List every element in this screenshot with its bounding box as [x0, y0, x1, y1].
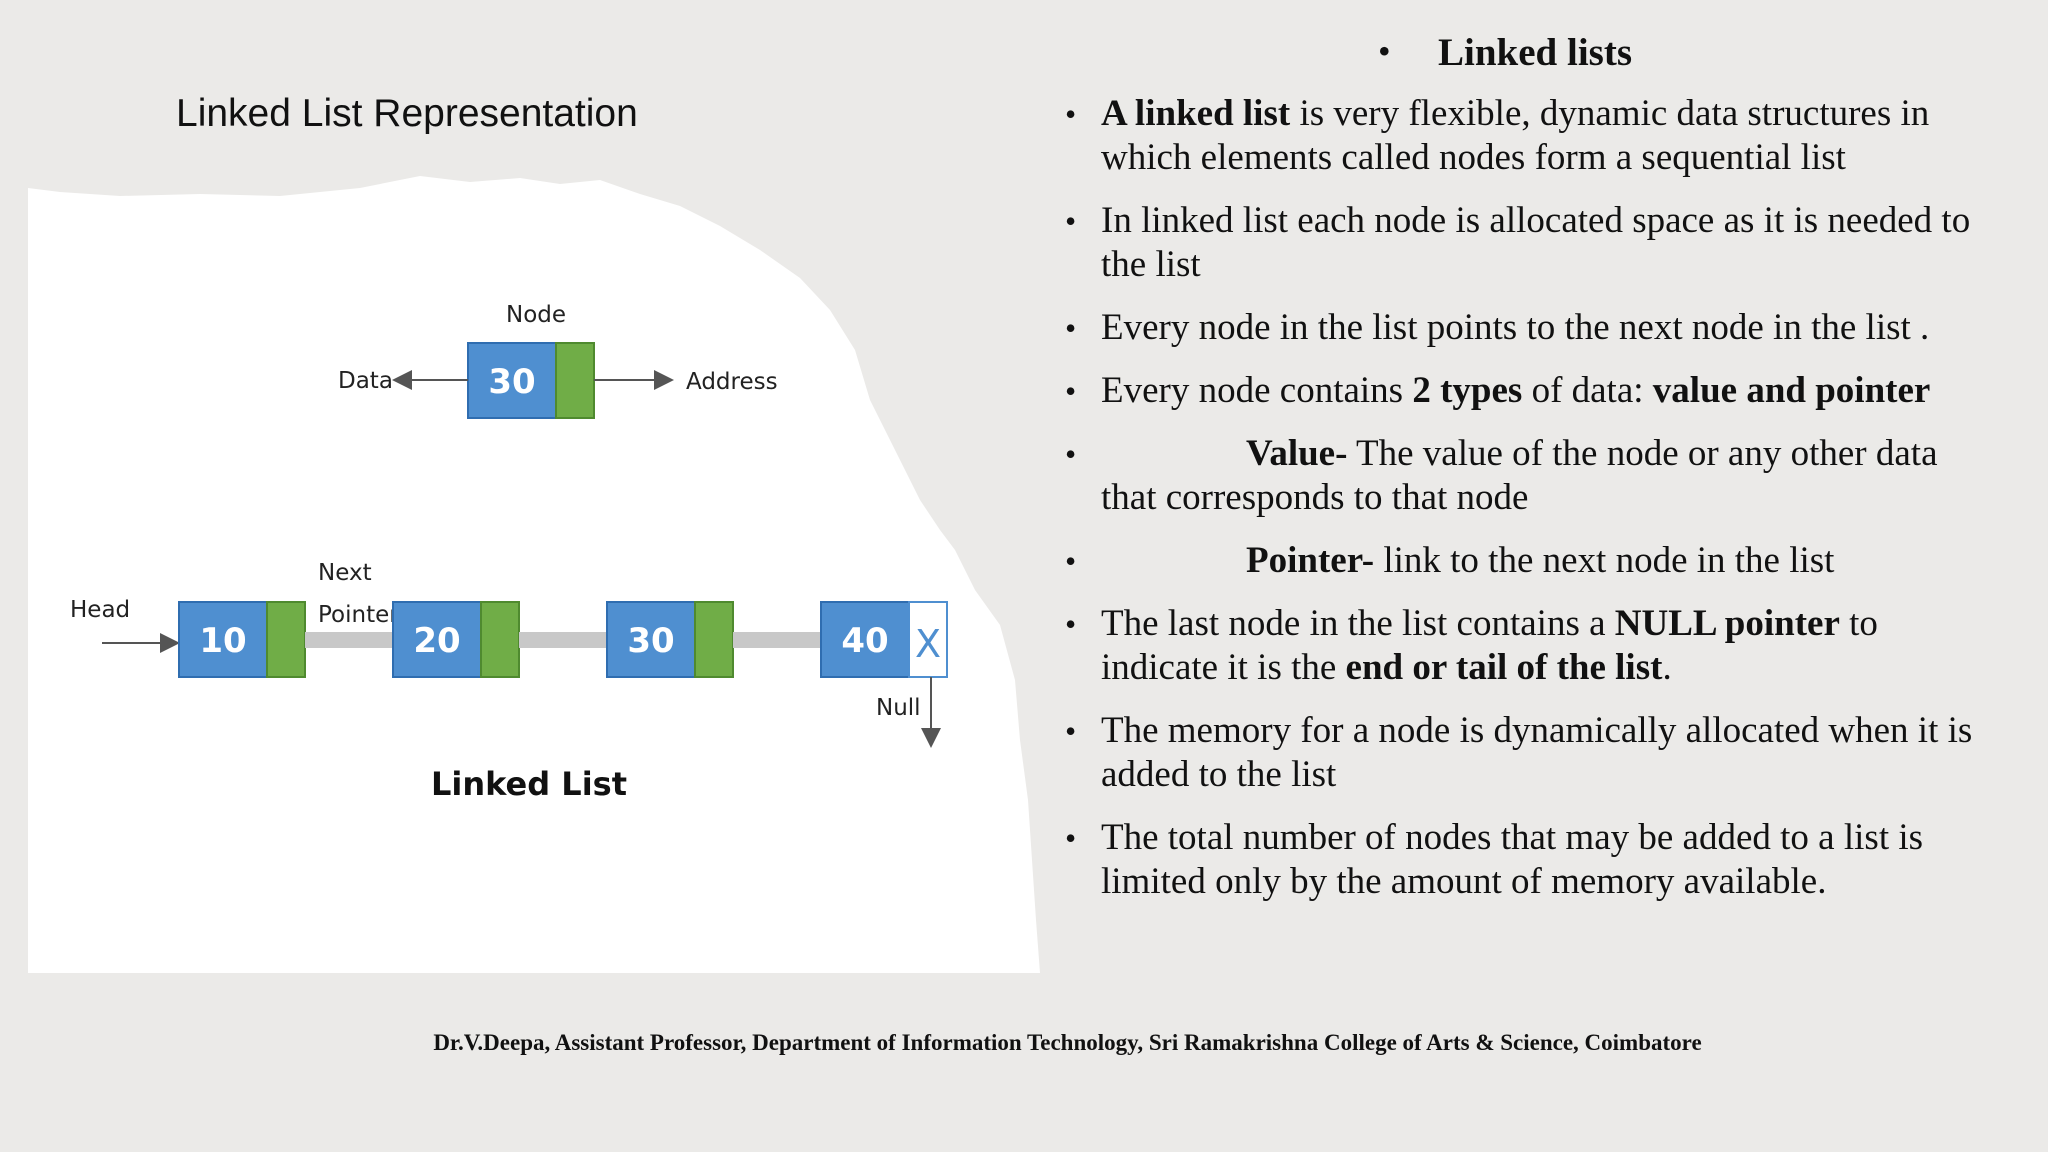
list-node-2-pointer-box — [480, 601, 520, 678]
next-arrow-3 — [733, 624, 834, 656]
torn-paper-background — [28, 176, 1040, 973]
next-arrow-1 — [305, 624, 406, 656]
null-label: Null — [876, 695, 921, 721]
bullet-icon: • — [1065, 606, 1077, 642]
bullet-item: • Every node in the list points to the ne… — [1065, 307, 1930, 348]
bullet-item: • Value- The value of the node or any oth… — [1065, 433, 1938, 518]
node-pointer-box — [555, 342, 595, 419]
bullet-item: • A linked list is very flexible, dynamic… — [1065, 93, 1930, 178]
node-label: Node — [506, 302, 566, 328]
bullet-item: • The memory for a node is dynamically al… — [1065, 710, 1973, 795]
bullet-item: • The last node in the list contains a NU… — [1065, 603, 1878, 688]
list-node-2-value-box — [392, 601, 482, 678]
list-node-3-value-box — [606, 601, 696, 678]
bullet-item: • Pointer- link to the next node in the l… — [1065, 540, 1835, 581]
diagram-title: Linked List Representation — [176, 92, 638, 135]
bullet-item: • Every node contains 2 types of data: va… — [1065, 370, 1931, 411]
heading-bullet-icon: • — [1378, 31, 1391, 71]
head-label: Head — [70, 597, 130, 623]
data-label: Data — [338, 368, 393, 394]
next-label: Next — [318, 560, 372, 586]
bullet-list: • A linked list is very flexible, dynamic… — [1065, 92, 1985, 923]
bullet-icon: • — [1065, 373, 1077, 409]
list-node-1-value: 10 — [199, 621, 246, 661]
diagram-caption: Linked List — [431, 765, 627, 803]
bullet-icon: • — [1065, 713, 1077, 749]
bullet-icon: • — [1065, 310, 1077, 346]
list-node-3-pointer-box — [694, 601, 734, 678]
node-value: 30 — [488, 362, 535, 402]
list-node-3-value: 30 — [627, 621, 674, 661]
list-node-4-null-box — [908, 601, 948, 678]
bullet-icon: • — [1065, 436, 1077, 472]
list-node-4-value-box — [820, 601, 910, 678]
bullet-item: • In linked list each node is allocated s… — [1065, 200, 1971, 285]
bullet-icon: • — [1065, 543, 1077, 579]
bullet-icon: • — [1065, 96, 1077, 132]
slide-heading: Linked lists — [1438, 31, 1632, 74]
node-value-box — [467, 342, 557, 419]
bullet-item: • The total number of nodes that may be a… — [1065, 817, 1924, 902]
bullet-icon: • — [1065, 820, 1077, 856]
bullet-icon: • — [1065, 203, 1077, 239]
list-node-2-value: 20 — [413, 621, 460, 661]
address-label: Address — [686, 369, 778, 395]
pointer-label: Pointer — [318, 602, 399, 628]
linked-list-diagram: Node 30 Data Address Head Next Pointer 1… — [28, 176, 1040, 973]
null-mark: X — [915, 622, 941, 666]
next-arrow-2 — [519, 624, 620, 656]
list-node-4-value: 40 — [841, 621, 888, 661]
footer-credit: Dr.V.Deepa, Assistant Professor, Departm… — [433, 1030, 1702, 1055]
list-node-1-pointer-box — [266, 601, 306, 678]
